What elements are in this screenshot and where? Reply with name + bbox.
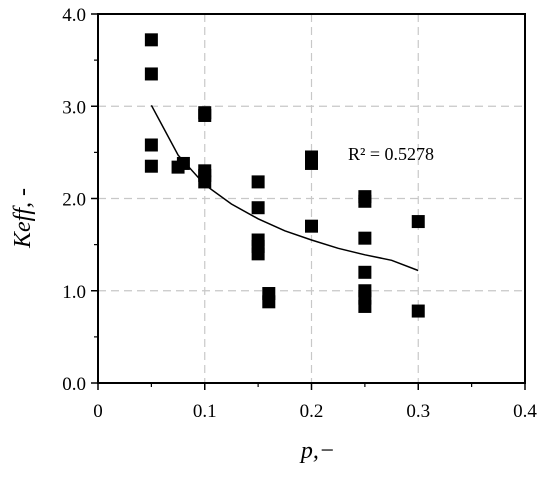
x-tick-label: 0.1 [193,401,217,422]
data-point [198,108,212,122]
data-point [144,159,158,173]
y-axis-title: Keff, - [10,188,36,249]
data-point [251,247,265,261]
y-tick-label: 2.0 [62,190,86,211]
data-point [144,138,158,152]
grid [98,14,525,383]
data-point [358,231,372,245]
y-tick-label: 3.0 [62,97,86,118]
data-point [251,175,265,189]
trendline [150,104,419,272]
data-point [144,33,158,47]
data-point [411,215,425,229]
data-points [144,33,425,318]
x-tick-label: 0.2 [300,401,324,422]
data-point [411,304,425,318]
data-point [305,156,318,170]
x-tick-label: 0.4 [513,401,537,422]
data-point [305,219,318,233]
data-point [144,67,158,81]
y-tick-label: 1.0 [62,282,86,303]
data-point [262,295,276,309]
x-axis-title: p,− [299,438,335,464]
data-point [358,194,372,208]
x-tick-label: 0.3 [406,401,430,422]
r-squared-annotation: R² = 0.5278 [348,144,434,164]
trend-curve [150,104,419,272]
tick-labels: 0 0.1 0.2 0.3 0.4 0.0 1.0 2.0 3.0 4.0 [62,5,537,422]
data-point [176,156,190,170]
data-point [358,299,372,313]
axes [91,13,526,390]
y-tick-label: 0.0 [62,374,86,395]
x-tick-label: 0 [93,401,103,422]
plot-frame [97,13,526,384]
data-point [358,265,372,279]
y-tick-label: 4.0 [62,5,86,26]
data-point [198,175,212,189]
data-point [251,201,265,215]
